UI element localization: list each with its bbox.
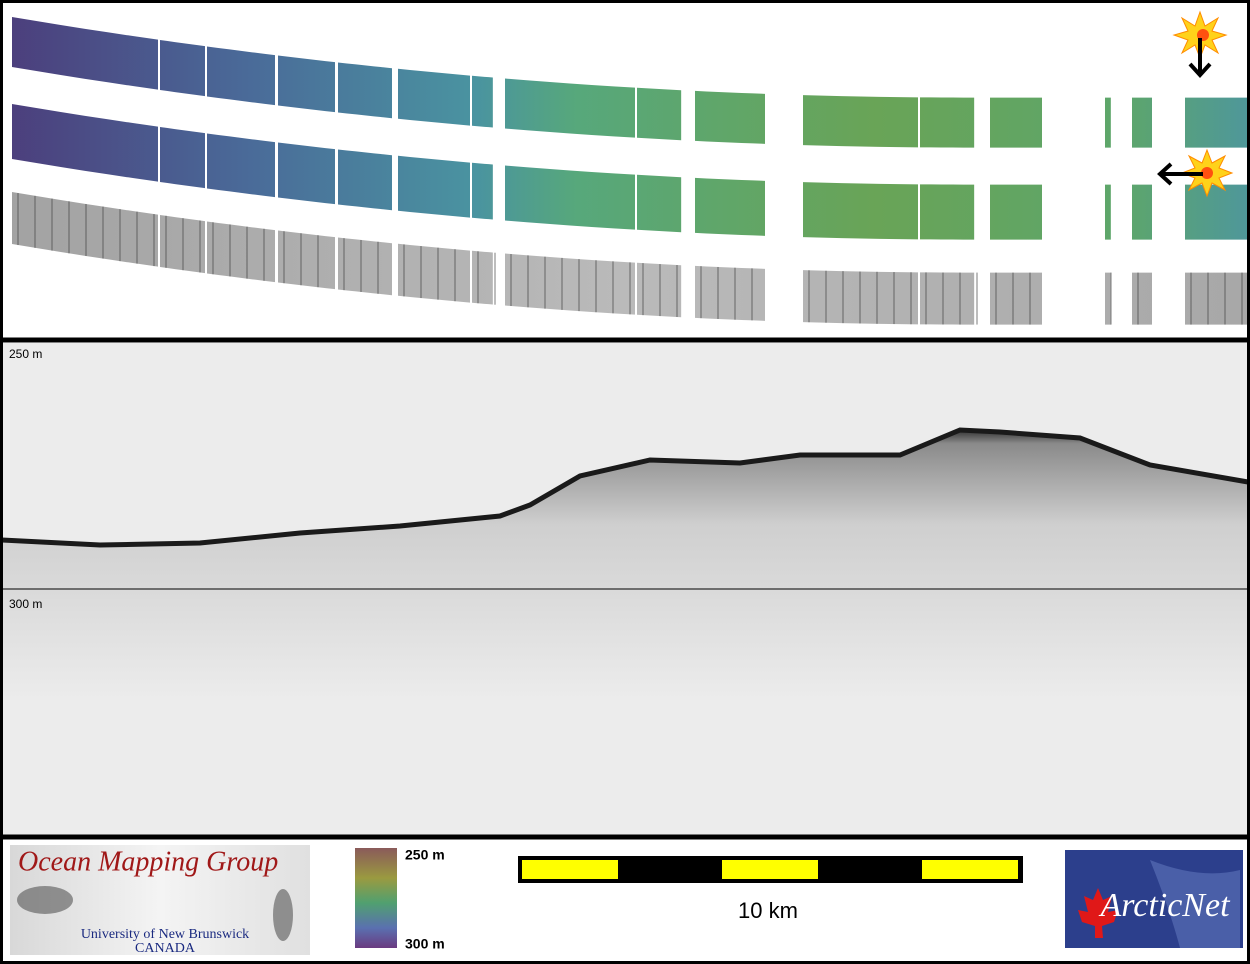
logo-map <box>1150 860 1240 948</box>
backscatter-strip <box>920 272 975 325</box>
bathymetry-strip <box>398 155 470 218</box>
bathymetry-strip <box>803 95 918 148</box>
backscatter-strip <box>637 262 682 318</box>
bathymetry-strip <box>1105 184 1111 240</box>
seafloor-line <box>1 427 1249 548</box>
bathymetry-strip <box>505 78 635 138</box>
depth-label: 300 m <box>9 597 42 611</box>
bathymetry-strip <box>472 162 493 220</box>
backscatter-strip <box>990 272 1042 325</box>
bathymetry-strip <box>1132 184 1152 240</box>
bathymetry-strip <box>398 68 470 126</box>
logo-graphic <box>273 889 293 941</box>
backscatter-strip <box>278 230 335 290</box>
logo-graphic <box>17 886 73 914</box>
bathymetry-strip <box>207 46 275 106</box>
bathymetry-strip <box>1185 97 1248 148</box>
backscatter-strip <box>472 250 493 305</box>
colorbar <box>355 848 397 948</box>
bathymetry-strip <box>505 165 635 230</box>
bathymetry-strip <box>920 184 975 240</box>
arrow-head <box>1157 162 1173 186</box>
bathymetry-strip <box>990 97 1042 148</box>
scale-label: 10 km <box>738 898 798 923</box>
backscatter-strip <box>1105 272 1111 325</box>
bathymetry-strip <box>990 184 1042 240</box>
bathymetry-strip <box>338 149 392 211</box>
bathymetry-strip <box>803 182 918 240</box>
bathymetry-strip <box>637 87 682 141</box>
bathymetry-strip <box>472 75 493 128</box>
backscatter-strip <box>160 214 205 274</box>
backscatter-strip <box>207 221 275 283</box>
marker-icons <box>1157 10 1234 198</box>
scale-bar-segment <box>522 860 618 879</box>
backscatter-strip <box>695 265 765 321</box>
logo-title: Ocean Mapping Group <box>18 846 278 877</box>
backscatter-strip <box>12 192 158 267</box>
logo-university: University of New Brunswick <box>81 927 249 942</box>
scale-bar-segment <box>722 860 818 879</box>
colorbar-label: 250 m <box>405 847 445 863</box>
backscatter-strip <box>1132 272 1152 325</box>
swath-map <box>12 17 1248 325</box>
bathymetry-strip <box>1105 97 1111 148</box>
bathymetry-strip <box>637 174 682 233</box>
bathymetry-strip <box>1132 97 1152 148</box>
bathymetry-strip <box>278 142 335 205</box>
bathymetry-strip <box>920 97 975 148</box>
colorbar-label: 300 m <box>405 936 445 952</box>
logo-country: CANADA <box>135 941 196 956</box>
arcticnet-text: ArcticNet <box>1098 887 1231 924</box>
bathymetry-strip <box>278 55 335 113</box>
bathymetry-strip <box>160 39 205 97</box>
bathymetry-strip <box>12 104 158 182</box>
bathymetry-strip <box>338 62 392 119</box>
arrow-head <box>1188 62 1212 78</box>
maple-leaf <box>1078 888 1118 938</box>
backscatter-strip <box>338 237 392 296</box>
depth-label: 250 m <box>9 347 42 361</box>
backscatter-strip <box>1185 272 1248 325</box>
bathymetry-strip <box>695 90 765 144</box>
backscatter-strip <box>803 270 918 325</box>
sub-bottom <box>2 430 1248 700</box>
bathymetry-strip <box>695 177 765 236</box>
bathymetry-strip <box>160 126 205 189</box>
star-core <box>1201 167 1213 179</box>
scale-bar-segment <box>922 860 1018 879</box>
backscatter-strip <box>505 253 635 315</box>
bathymetry-strip <box>12 17 158 90</box>
bathymetry-strip <box>1185 184 1248 240</box>
bathymetry-strip <box>207 133 275 198</box>
backscatter-strip <box>398 243 470 303</box>
